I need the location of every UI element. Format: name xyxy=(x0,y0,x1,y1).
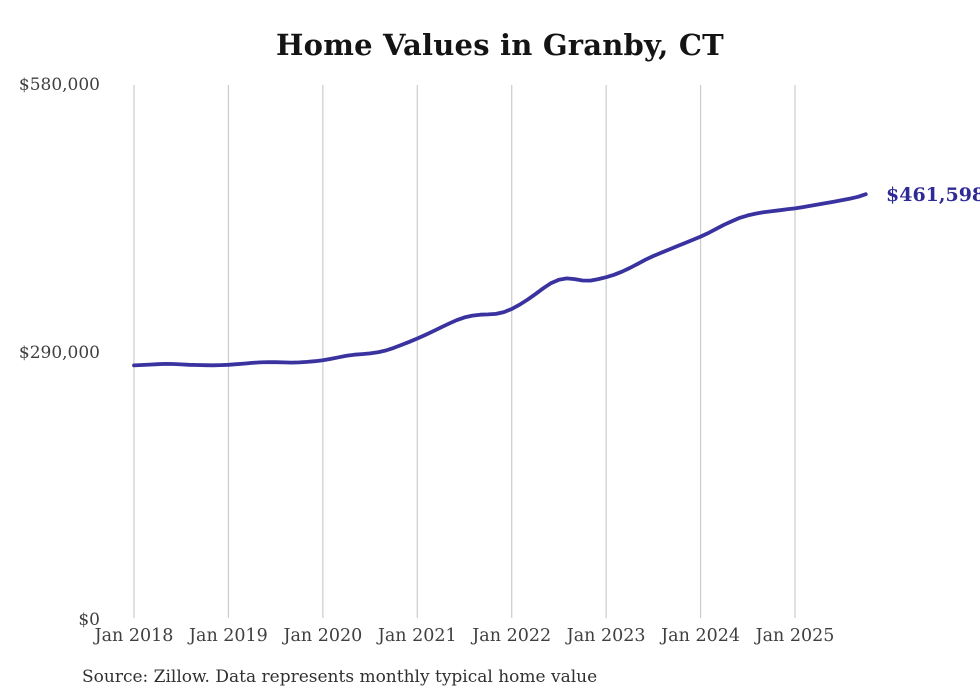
x-tick-label: Jan 2019 xyxy=(189,626,268,646)
x-tick-label: Jan 2022 xyxy=(472,626,552,646)
y-tick-label: $290,000 xyxy=(18,342,100,363)
x-tick-label: Jan 2021 xyxy=(377,626,457,646)
last-value-label: $461,598 xyxy=(886,184,980,207)
y-tick-label: $580,000 xyxy=(18,75,100,95)
home-value-series-line xyxy=(132,192,868,368)
chart-title: Home Values in Granby, CT xyxy=(276,28,724,62)
source-note: Source: Zillow. Data represents monthly … xyxy=(82,667,598,687)
x-tick-label: Jan 2025 xyxy=(755,626,835,646)
x-tick-label: Jan 2024 xyxy=(661,626,740,646)
x-tick-label: Jan 2020 xyxy=(283,626,363,646)
y-tick-label: $0 xyxy=(78,610,100,630)
x-tick-label: Jan 2018 xyxy=(94,626,174,646)
x-tick-label: Jan 2023 xyxy=(566,626,646,646)
vertical-gridlines xyxy=(133,85,796,618)
